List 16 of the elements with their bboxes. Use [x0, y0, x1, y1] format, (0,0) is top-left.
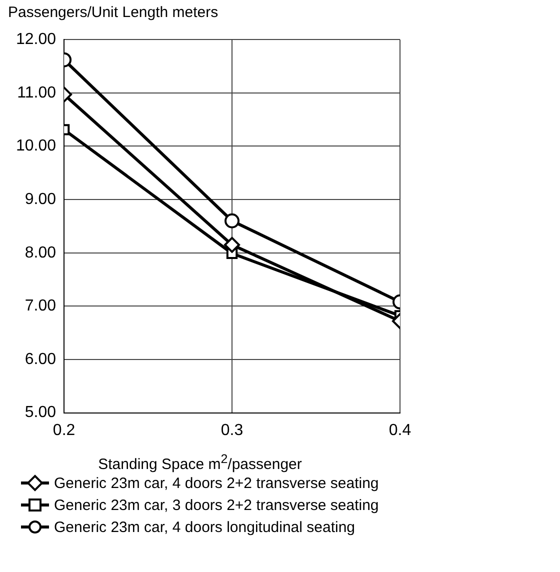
legend-label: Generic 23m car, 4 doors longitudinal seating: [54, 518, 356, 536]
y-axis-title: Passengers/Unit Length meters: [8, 4, 218, 21]
y-tick-label: 10.00: [16, 138, 56, 155]
y-tick-label: 9.00: [24, 190, 56, 208]
y-tick-label: 12.00: [16, 31, 56, 48]
legend-label: Generic 23m car, 3 doors 2+2 transverse seating: [54, 496, 379, 514]
x-tick-label: 0.4: [388, 422, 412, 439]
legend-label: Generic 23m car, 4 doors 2+2 transverse seating: [54, 474, 379, 492]
x-tick-label: 0.3: [220, 422, 244, 439]
y-tick-label: 11.00: [17, 84, 56, 102]
x-tick-label: 0.2: [52, 422, 76, 439]
y-tick-label: 7.00: [24, 298, 56, 315]
y-tick-label: 5.00: [24, 404, 56, 422]
y-tick-label: 8.00: [24, 244, 56, 262]
y-tick-label: 6.00: [24, 350, 56, 368]
x-axis-title: Standing Space m$^{2}$/passenger: [97, 452, 303, 473]
